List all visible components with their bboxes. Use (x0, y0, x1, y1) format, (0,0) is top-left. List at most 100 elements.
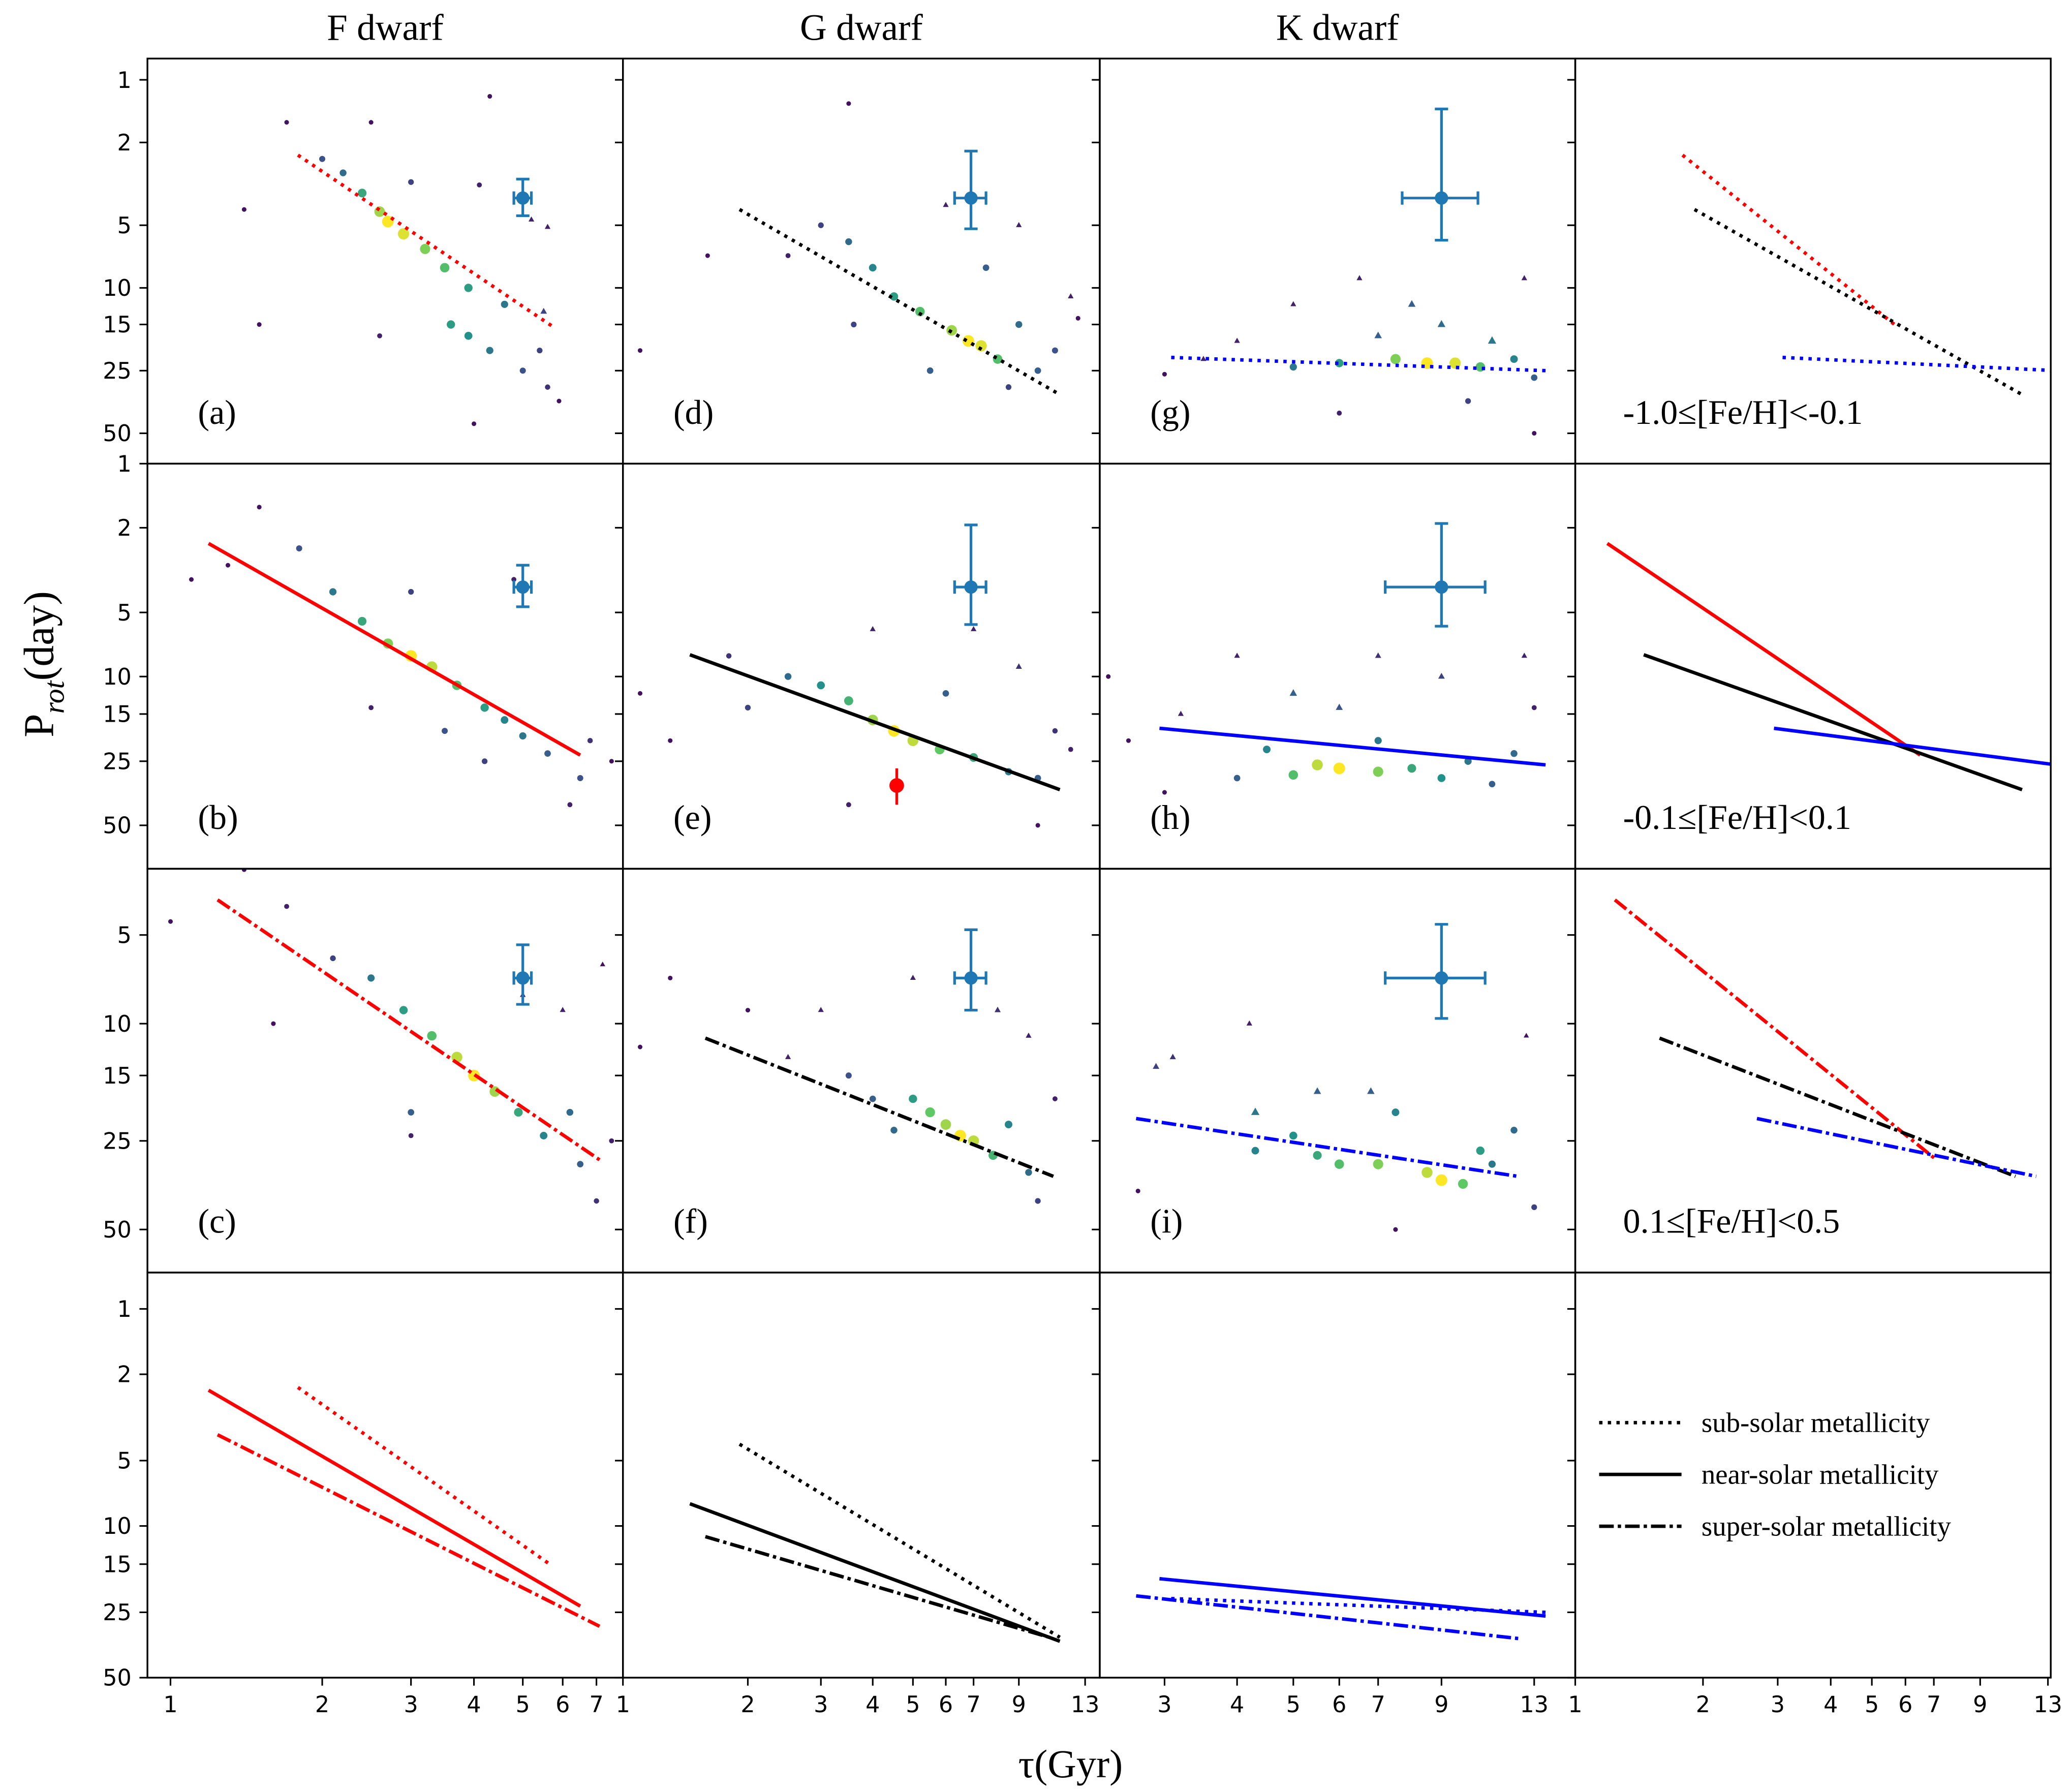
panel-content (168, 869, 614, 1204)
data-point (1464, 757, 1472, 765)
panel: 1 2 3 4 5 6 7 9 13 (615, 1272, 1101, 1718)
y-tick-label: 1 (117, 1296, 131, 1322)
data-point (637, 348, 643, 353)
x-tick-label: 7 (1371, 1692, 1385, 1718)
data-point (427, 1031, 437, 1041)
data-point (745, 1008, 751, 1013)
data-point (637, 691, 643, 696)
data-point (501, 300, 508, 308)
panel-content (1106, 522, 1546, 795)
data-point (1374, 737, 1382, 745)
fit-line-solid (1159, 1577, 1546, 1618)
panel-label: (b) (198, 798, 238, 837)
panel-content (637, 928, 1058, 1204)
x-tick-label: 4 (1823, 1692, 1838, 1718)
data-point (1391, 1108, 1400, 1117)
data-point (1251, 1147, 1259, 1155)
y-tick-label: 25 (103, 1600, 132, 1626)
data-point (1313, 1151, 1322, 1160)
data-point (785, 253, 791, 258)
data-point-triangle (1374, 331, 1382, 338)
data-point (480, 703, 489, 712)
data-point (926, 367, 934, 374)
x-tick-label: 7 (589, 1692, 603, 1718)
data-point (1289, 1131, 1297, 1140)
fit-line-solid (207, 542, 581, 757)
data-point (440, 263, 450, 273)
panel: (i) (1092, 868, 1576, 1274)
errorbar-reference-star (1384, 522, 1487, 628)
data-point (1373, 1159, 1383, 1169)
panel-content (1681, 153, 2051, 396)
panel-label: (e) (673, 798, 712, 837)
y-tick-label: 25 (103, 1128, 132, 1154)
fit-line-dotted (738, 1442, 1061, 1639)
data-point (577, 1161, 584, 1168)
panel: 0.1≤[Fe/H]<0.5 (1567, 868, 2052, 1274)
data-point-triangle (544, 224, 551, 229)
data-point (544, 750, 551, 757)
x-tick-label: 4 (1230, 1692, 1244, 1718)
data-point (745, 704, 751, 711)
panel-label: (d) (673, 393, 714, 431)
data-point (1263, 746, 1271, 754)
y-tick-label: 5 (117, 213, 131, 239)
data-point (319, 156, 326, 162)
data-point (1407, 764, 1416, 773)
data-point (339, 169, 347, 176)
data-point-triangle (910, 974, 916, 980)
x-tick-label: 6 (555, 1692, 570, 1718)
y-tick-label: 15 (103, 702, 132, 728)
legend-label: super-solar metallicity (1702, 1510, 1952, 1541)
x-tick-label: 1 (1568, 1692, 1582, 1718)
data-point-triangle (1169, 1054, 1176, 1060)
data-point (1312, 759, 1323, 770)
data-point (1052, 728, 1058, 734)
y-tick-label: 50 (103, 1217, 132, 1243)
data-point (477, 182, 482, 188)
data-point (464, 284, 473, 292)
data-point (377, 333, 382, 338)
y-tick-label: 15 (103, 312, 132, 338)
errorbar-reference-star (1384, 923, 1487, 1020)
legend: sub-solar metallicity near-solar metallic… (1599, 1407, 1952, 1541)
panel: -1.0≤[Fe/H]<-0.1 (1567, 57, 2052, 465)
y-tick-label: 2 (117, 1362, 131, 1388)
data-point-triangle (1408, 300, 1416, 307)
data-point (1390, 354, 1401, 364)
panel-content (241, 94, 562, 426)
panel-label: (h) (1150, 798, 1190, 837)
data-point (1162, 372, 1167, 377)
x-axis-label: τ(Gyr) (1018, 1742, 1123, 1786)
x-tick-label: 6 (1332, 1692, 1346, 1718)
x-tick-label: 13 (1071, 1692, 1100, 1718)
data-point (1489, 781, 1496, 788)
data-point (668, 975, 673, 980)
data-point (942, 690, 949, 697)
y-tick-label: 50 (103, 1665, 132, 1691)
data-point-triangle (994, 1006, 1001, 1012)
x-tick-label: 3 (404, 1692, 418, 1718)
column-title: G dwarf (800, 7, 923, 48)
data-point-triangle (1437, 320, 1446, 327)
x-tick-label: 13 (2033, 1692, 2062, 1718)
panel: -0.1≤[Fe/H]<0.1 (1567, 462, 2052, 870)
data-point-triangle (1336, 703, 1343, 710)
data-point-triangle (1246, 1020, 1252, 1026)
data-point (1052, 347, 1058, 354)
data-point (1035, 823, 1040, 828)
panel-label: (f) (673, 1202, 708, 1241)
data-point (890, 1127, 898, 1134)
data-point (726, 653, 732, 659)
data-point (1335, 359, 1344, 367)
data-point-triangle (818, 1007, 824, 1012)
errorbar-reference-star (512, 177, 533, 218)
y-tick-label: 10 (103, 664, 132, 690)
data-point-triangle (1251, 1107, 1260, 1115)
data-point (329, 588, 337, 596)
x-tick-label: 2 (740, 1692, 755, 1718)
data-point (817, 681, 825, 690)
data-point (330, 955, 336, 962)
